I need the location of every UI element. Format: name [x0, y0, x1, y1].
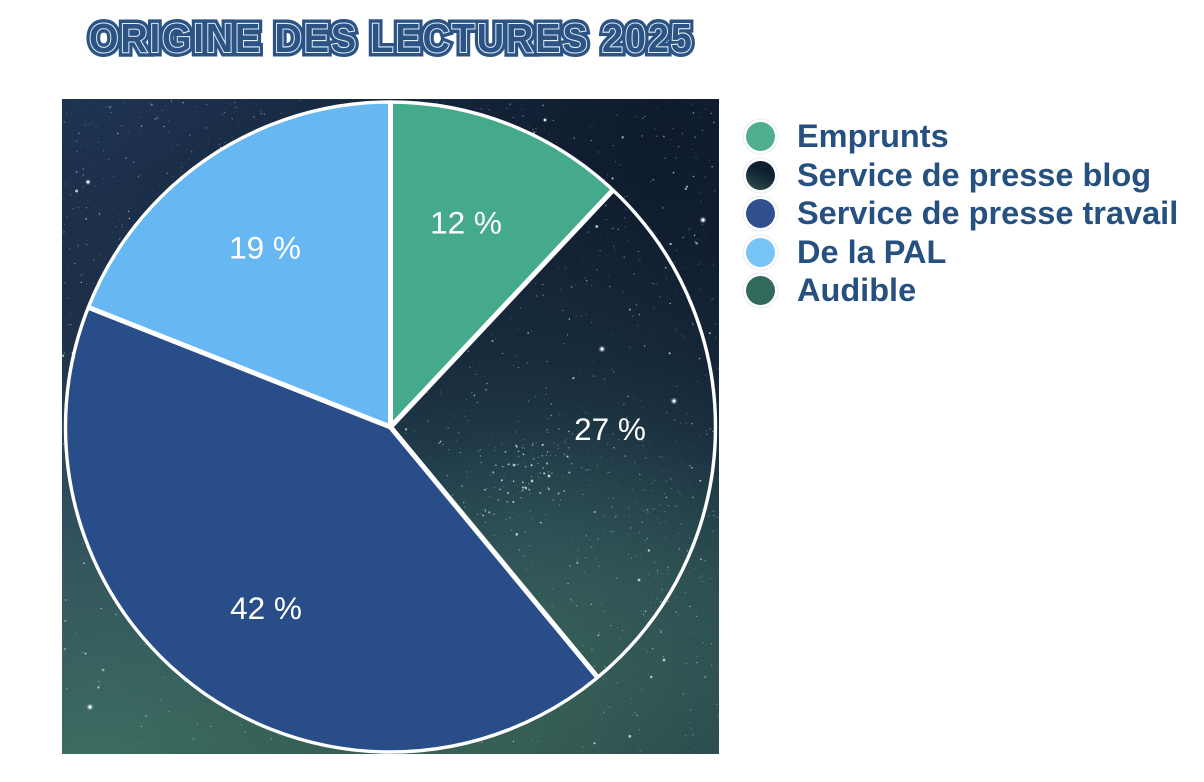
svg-text:27 %: 27 %: [574, 411, 646, 447]
svg-text:42 %: 42 %: [230, 590, 302, 626]
svg-text:12 %: 12 %: [430, 204, 502, 240]
svg-text:19 %: 19 %: [229, 229, 301, 265]
